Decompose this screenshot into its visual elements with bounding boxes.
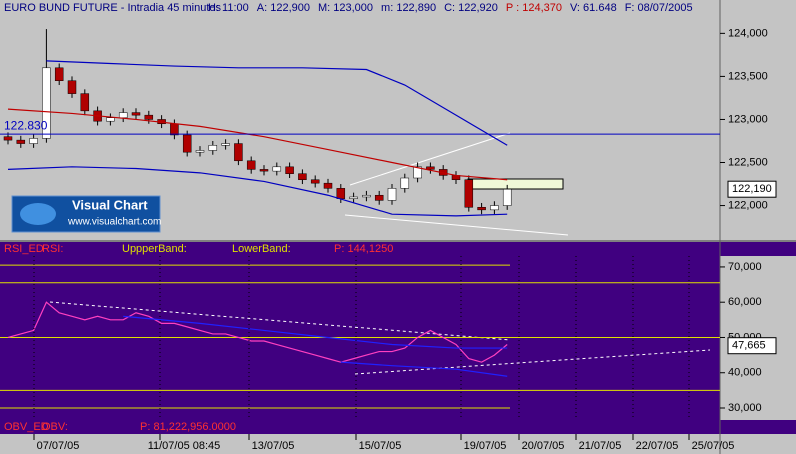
rsi-panel: [0, 242, 720, 420]
candle-body: [298, 173, 307, 180]
obv-name: OBV:: [42, 421, 68, 433]
rsi-axis: [720, 242, 796, 420]
trend-line: [354, 349, 711, 375]
last-value-box: [727, 180, 777, 198]
candle-body: [477, 207, 486, 211]
candle-body: [195, 150, 205, 153]
candle-body: [131, 112, 141, 116]
separator: [0, 240, 796, 242]
y-tick-label: 122,500: [728, 156, 768, 168]
candle-body: [29, 138, 38, 144]
rsi-title: RSI_ED: [4, 243, 44, 255]
candle-body: [234, 143, 243, 162]
info-field: m: 122,890: [381, 2, 436, 14]
candle-body: [259, 169, 269, 172]
x-tick-label: 20/07/05: [522, 440, 565, 452]
logo-icon: [20, 203, 56, 225]
panel-info: P: 144,1250: [334, 243, 393, 255]
x-tick-label: 11/07/05 08:45: [148, 440, 221, 452]
info-field: C: 122,920: [444, 2, 498, 14]
candle-body: [118, 112, 128, 118]
logo: Visual Chart www.visualchart.com: [11, 195, 161, 233]
obv-info: P: 81,222,956.0000: [140, 421, 236, 433]
y-tick-label: 123,500: [728, 70, 768, 82]
y-tick-label: 123,000: [728, 113, 768, 125]
candle-body: [490, 205, 499, 211]
rsi-header: [0, 242, 796, 256]
candle-body: [221, 143, 230, 146]
candle-body: [323, 182, 333, 189]
candle-body: [502, 188, 512, 206]
candle-body: [272, 166, 282, 172]
info-field: A: 122,900: [257, 2, 310, 14]
candle-body: [246, 160, 256, 170]
legend-entry: RSI:: [42, 243, 63, 255]
last-value-box: [727, 337, 777, 355]
info-field: V: 61.648: [570, 2, 617, 14]
x-tick-label: 19/07/05: [464, 440, 507, 452]
target-box: [467, 178, 564, 190]
trend-line: [344, 214, 569, 236]
candle-body: [310, 179, 320, 184]
candle-body: [80, 93, 90, 112]
candle-body: [285, 166, 294, 174]
series-line: [7, 301, 508, 363]
chart-title: EURO BUND FUTURE - Intradia 45 minutos: [4, 2, 221, 14]
x-tick-label: 15/07/05: [359, 440, 402, 452]
candle-body: [16, 139, 26, 144]
x-tick-label: 22/07/05: [636, 440, 679, 452]
info-field: M: 123,000: [318, 2, 373, 14]
candle-body: [208, 145, 218, 151]
y-tick-label: 30,000: [728, 402, 762, 414]
candle-body: [106, 117, 115, 122]
info-field: H: 11:00: [208, 2, 249, 14]
overlay-line: [46, 60, 508, 146]
candle-body: [336, 188, 346, 199]
level-label: 122.830: [4, 118, 48, 132]
y-tick-label: 70,000: [728, 261, 762, 273]
logo-url: www.visualchart.com: [67, 217, 161, 228]
y-tick-label: 122,000: [728, 199, 768, 211]
trend-line: [349, 132, 511, 186]
obv-header: [0, 420, 796, 434]
candle-body: [413, 166, 422, 179]
candle-body: [42, 67, 51, 139]
legend-entry: LowerBand:: [232, 243, 291, 255]
last-value-label: 122,190: [732, 183, 772, 195]
candle-body: [182, 134, 192, 153]
candle-body: [400, 177, 410, 189]
candle-body: [362, 194, 371, 198]
info-field: F: 08/07/2005: [625, 2, 693, 14]
x-tick-label: 07/07/05: [37, 440, 80, 452]
candle-body: [67, 80, 77, 94]
candle-body: [54, 67, 64, 81]
obv-title: OBV_ED: [4, 421, 49, 433]
overlay-line: [7, 166, 508, 217]
y-tick-label: 124,000: [728, 27, 768, 39]
overlay-line: [7, 108, 508, 181]
candle-body: [374, 194, 384, 201]
last-value-label: 47,665: [732, 340, 766, 352]
chart-info: H: 11:00 A: 122,900 M: 123,000 m: 122,890 C:…: [208, 2, 693, 14]
candle-body: [464, 179, 474, 208]
y-tick-label: 40,000: [728, 367, 762, 379]
trend-line: [49, 301, 511, 341]
x-tick-label: 21/07/05: [579, 440, 622, 452]
logo-title: Visual Chart: [72, 197, 148, 212]
candle-body: [3, 136, 13, 141]
series-line: [340, 361, 508, 377]
candle-body: [387, 188, 397, 201]
x-tick-label: 13/07/05: [252, 440, 295, 452]
candle-body: [170, 123, 179, 136]
x-tick-label: 25/07/05: [692, 440, 735, 452]
info-field: P : 124,370: [506, 2, 562, 14]
logo-box: [11, 195, 161, 233]
legend-entry: UppperBand:: [122, 243, 187, 255]
candle-body: [349, 196, 358, 199]
candle-body: [144, 114, 154, 120]
series-line: [123, 315, 508, 349]
candle-body: [426, 166, 435, 170]
y-tick-label: 60,000: [728, 296, 762, 308]
